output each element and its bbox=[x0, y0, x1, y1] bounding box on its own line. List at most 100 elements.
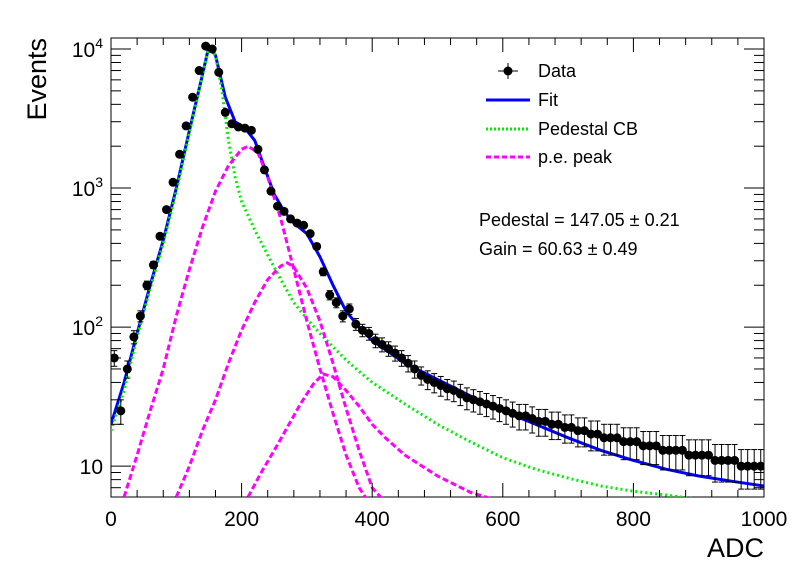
legend-data-label: Data bbox=[538, 61, 577, 81]
data-point bbox=[246, 125, 256, 135]
data-point bbox=[455, 383, 465, 407]
data-point bbox=[259, 165, 269, 175]
y-tick-label: 103 bbox=[72, 174, 103, 201]
data-point bbox=[142, 280, 152, 291]
data-point bbox=[658, 435, 668, 471]
data-point bbox=[273, 201, 283, 211]
data-point bbox=[384, 341, 394, 357]
data-point bbox=[175, 149, 185, 159]
data-point bbox=[632, 427, 642, 461]
curve-p-e-peak-1 bbox=[122, 144, 368, 497]
data-point bbox=[370, 333, 380, 349]
pedestal-annotation-error: 0.21 bbox=[645, 210, 680, 230]
data-point bbox=[514, 403, 524, 431]
data-point bbox=[410, 360, 420, 379]
x-tick-label: 400 bbox=[355, 508, 390, 531]
gain-annotation-value: 60.63 bbox=[538, 239, 583, 259]
data-point bbox=[129, 330, 139, 345]
data-point bbox=[690, 439, 700, 477]
data-point bbox=[194, 66, 204, 76]
data-point bbox=[207, 44, 217, 54]
data-point bbox=[325, 290, 335, 301]
curve-p-e-peak-3 bbox=[246, 372, 491, 497]
data-point bbox=[338, 310, 348, 323]
data-point bbox=[403, 355, 413, 373]
y-tick-label: 10 bbox=[80, 456, 103, 479]
curves-layer bbox=[111, 42, 764, 497]
data-point bbox=[116, 399, 126, 425]
data-point bbox=[220, 107, 230, 117]
data-point bbox=[468, 389, 478, 413]
pedestal-annotation-value: 147.05 bbox=[570, 210, 625, 230]
data-point bbox=[521, 403, 531, 431]
data-point bbox=[736, 449, 746, 490]
legend: Data Fit Pedestal CB p.e. peak bbox=[486, 61, 638, 167]
legend-pe-peak: p.e. peak bbox=[486, 147, 613, 167]
legend-data-marker bbox=[503, 66, 513, 76]
data-point bbox=[573, 417, 583, 448]
legend-data: Data bbox=[498, 61, 577, 81]
data-point bbox=[664, 435, 674, 471]
data-point bbox=[390, 345, 400, 362]
data-point bbox=[651, 431, 661, 466]
data-point bbox=[155, 231, 165, 241]
data-point bbox=[181, 121, 191, 131]
data-point bbox=[586, 420, 596, 452]
x-tick-label: 200 bbox=[224, 508, 259, 531]
data-point bbox=[730, 443, 740, 483]
ticks-layer: 0 200 400 600 800 1000 10 102 103 104 bbox=[72, 35, 788, 531]
legend-pedestal-label: Pedestal CB bbox=[538, 119, 638, 139]
data-point bbox=[305, 229, 315, 239]
data-point bbox=[286, 214, 296, 224]
data-point bbox=[299, 220, 309, 230]
data-point bbox=[638, 431, 648, 466]
plot-frame bbox=[110, 37, 765, 498]
x-tick-label: 0 bbox=[105, 508, 117, 531]
y-axis-label: Events bbox=[22, 38, 52, 121]
data-point bbox=[377, 337, 387, 353]
data-point bbox=[547, 411, 557, 441]
data-point bbox=[162, 205, 172, 215]
data-point bbox=[612, 423, 622, 456]
data-point bbox=[331, 297, 341, 309]
data-point bbox=[279, 206, 289, 216]
data-point bbox=[677, 435, 687, 471]
legend-fit: Fit bbox=[486, 90, 558, 110]
data-point bbox=[122, 360, 132, 379]
pedestal-annotation-label: Pedestal bbox=[479, 210, 549, 230]
x-tick-label: 800 bbox=[616, 508, 651, 531]
data-point bbox=[364, 326, 374, 341]
data-point bbox=[253, 144, 263, 154]
data-point bbox=[606, 423, 616, 456]
data-point bbox=[344, 303, 354, 315]
y-tick-label: 104 bbox=[72, 35, 103, 62]
fit-results: Pedestal = 147.05 ± 0.21 Gain = 60.63 ± … bbox=[479, 210, 680, 259]
data-point bbox=[684, 439, 694, 477]
data-point bbox=[723, 443, 733, 483]
data-point bbox=[625, 427, 635, 461]
data-point bbox=[214, 67, 224, 77]
data-point bbox=[671, 435, 681, 471]
legend-pe-peak-label: p.e. peak bbox=[538, 147, 613, 167]
data-point bbox=[592, 420, 602, 452]
data-point bbox=[188, 92, 198, 102]
data-point bbox=[423, 370, 433, 391]
data-point bbox=[697, 439, 707, 477]
gain-annotation-label: Gain bbox=[479, 239, 517, 259]
data-point bbox=[312, 241, 322, 251]
data-point bbox=[416, 366, 426, 386]
data-point bbox=[599, 423, 609, 456]
x-tick-label: 1000 bbox=[741, 508, 788, 531]
data-point bbox=[703, 439, 713, 477]
legend-fit-label: Fit bbox=[538, 90, 558, 110]
data-point bbox=[148, 260, 158, 270]
gain-annotation: Gain = 60.63 ± 0.49 bbox=[479, 239, 638, 259]
data-point bbox=[645, 431, 655, 466]
y-tick-label: 102 bbox=[72, 313, 103, 340]
data-point bbox=[266, 186, 276, 196]
curve-pedestal-cb bbox=[111, 43, 692, 497]
data-point bbox=[560, 414, 570, 444]
data-point bbox=[717, 443, 727, 483]
data-point bbox=[710, 443, 720, 483]
